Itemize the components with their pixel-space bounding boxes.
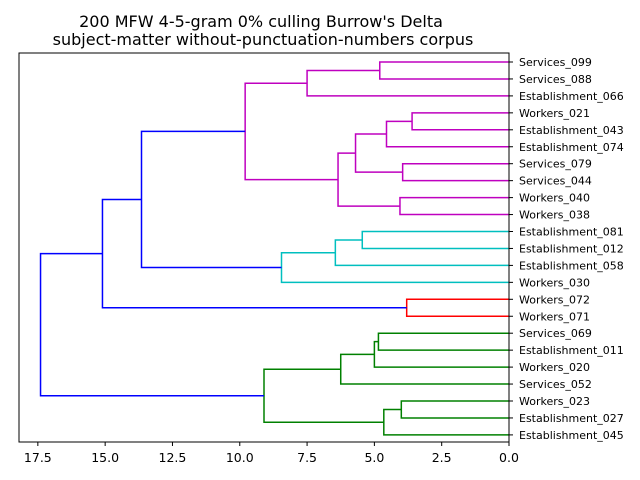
dendrogram-link-blue-14: [101, 198, 407, 309]
dendrogram-link-green-18: [400, 400, 509, 419]
x-tick-label: 0.0: [499, 450, 519, 465]
leaf-labels: Services_099 Services_088 Establishment_06…: [509, 56, 624, 442]
dendrogram-link-magenta-6: [399, 196, 509, 216]
dendrogram-link-green-19: [383, 408, 509, 436]
dendrogram-link-magenta-1: [306, 69, 509, 97]
dendrogram-link-blue-21: [39, 252, 264, 397]
plot-frame: [18, 52, 510, 443]
leaf-label: Services_099: [519, 56, 592, 69]
leaf-label: Workers_020: [519, 361, 590, 374]
leaf-label: Services_069: [519, 327, 592, 340]
x-tick-label: 12.5: [159, 450, 187, 465]
leaf-label: Establishment_081: [519, 226, 624, 239]
dendrogram-link-magenta-5: [354, 133, 403, 173]
leaf-label: Establishment_011: [519, 344, 624, 357]
x-tick-label: 7.5: [297, 450, 317, 465]
x-tick-label: 10.0: [226, 450, 254, 465]
dendrogram-links: [39, 61, 509, 436]
dendrogram-link-cyan-10: [334, 239, 509, 267]
x-tick-label: 17.5: [24, 450, 52, 465]
dendrogram-link-green-15: [377, 332, 509, 351]
dendrogram-link-green-16: [373, 340, 509, 368]
leaf-label: Workers_030: [519, 276, 590, 289]
leaf-label: Workers_023: [519, 395, 590, 408]
x-axis: 17.5 15.0 12.5 10.0 7.5 5.0 2.5 0.0: [24, 442, 519, 465]
leaf-label: Establishment_074: [519, 141, 624, 154]
dendrogram-link-blue-12: [140, 130, 282, 269]
leaf-label: Workers_071: [519, 310, 590, 323]
dendrogram-link-magenta-8: [244, 82, 339, 181]
dendrogram-link-magenta-7: [337, 152, 400, 207]
leaf-label: Establishment_012: [519, 242, 624, 255]
dendrogram-link-green-17: [339, 353, 509, 385]
dendrogram-link-cyan-11: [280, 251, 509, 284]
leaf-label: Establishment_066: [519, 90, 624, 103]
dendrogram-link-magenta-2: [411, 112, 509, 131]
dendrogram-link-magenta-3: [385, 120, 509, 148]
dendrogram-link-magenta-0: [379, 61, 509, 80]
leaf-label: Services_052: [519, 378, 592, 391]
leaf-label: Establishment_045: [519, 429, 624, 442]
dendrogram-link-green-20: [263, 368, 384, 423]
leaf-label: Services_079: [519, 158, 592, 171]
x-tick-label: 2.5: [432, 450, 452, 465]
leaf-label: Workers_072: [519, 293, 590, 306]
leaf-label: Establishment_027: [519, 412, 624, 425]
leaf-label: Workers_038: [519, 209, 590, 222]
x-tick-label: 5.0: [364, 450, 384, 465]
leaf-label: Services_088: [519, 73, 592, 86]
leaf-label: Services_044: [519, 175, 592, 188]
chart-title: 200 MFW 4-5-gram 0% culling Burrow's Del…: [79, 12, 443, 31]
leaf-label: Workers_021: [519, 107, 590, 120]
dendrogram-link-cyan-9: [361, 230, 509, 250]
dendrogram-link-magenta-4: [401, 162, 509, 182]
x-tick-label: 15.0: [91, 450, 119, 465]
leaf-label: Establishment_058: [519, 259, 624, 272]
chart-subtitle: subject-matter without-punctuation-numbe…: [53, 30, 474, 49]
dendrogram-link-red-13: [405, 298, 509, 317]
leaf-label: Workers_040: [519, 192, 590, 205]
leaf-label: Establishment_043: [519, 124, 624, 137]
